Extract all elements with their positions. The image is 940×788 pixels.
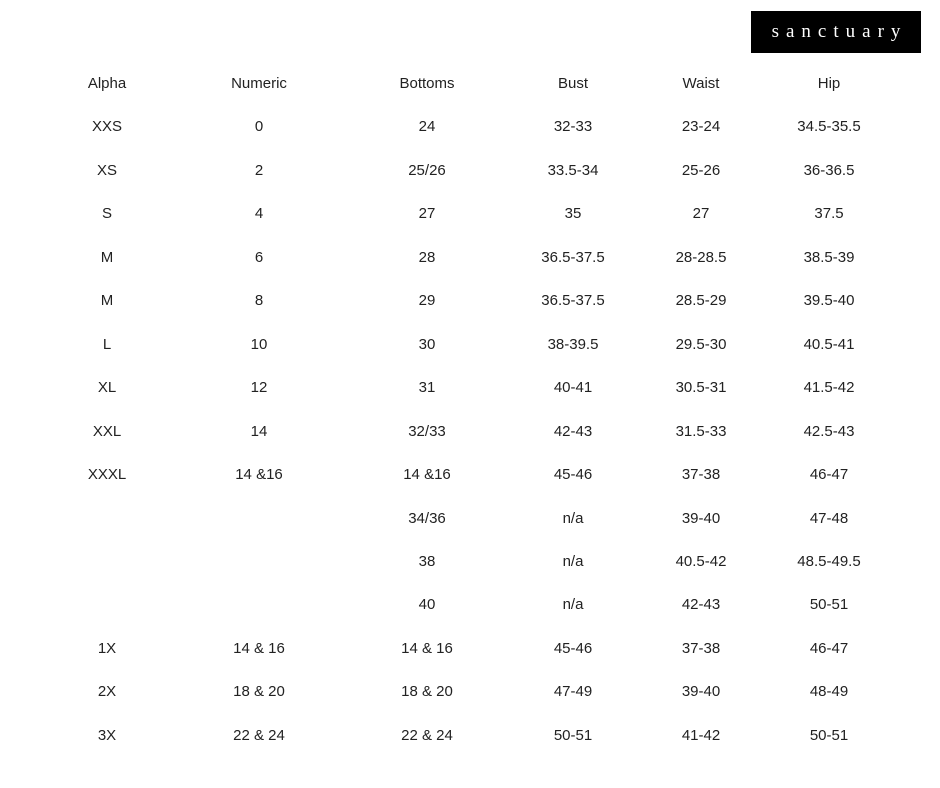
table-cell: 47-49	[553, 683, 593, 701]
table-cell: 41.5-42	[803, 379, 855, 397]
table-cell: 39-40	[681, 683, 721, 701]
table-cell: 35	[564, 205, 582, 223]
table-cell: 24	[418, 118, 436, 136]
table-cell: 27	[418, 205, 436, 223]
table-cell: 25/26	[408, 161, 446, 179]
table-cell: 28	[418, 248, 436, 266]
table-cell: 25-26	[681, 161, 721, 179]
table-cell: 6	[254, 248, 264, 266]
table-cell: 50-51	[809, 726, 849, 744]
table-cell: 48-49	[809, 683, 849, 701]
table-cell: 40-41	[553, 379, 593, 397]
table-cell: 0	[254, 118, 264, 136]
table-cell: 40	[418, 596, 436, 614]
table-cell: n/a	[562, 596, 584, 614]
table-cell: M	[100, 248, 114, 266]
table-cell: 39-40	[681, 509, 721, 527]
table-cell: S	[101, 205, 112, 223]
table-cell: XS	[96, 161, 117, 179]
table-cell: 23-24	[681, 118, 721, 136]
table-cell: 29.5-30	[675, 335, 727, 353]
table-cell: 36-36.5	[803, 161, 855, 179]
table-cell: 28.5-29	[675, 292, 727, 310]
table-cell: 2X	[97, 683, 117, 701]
table-cell: 3X	[97, 726, 117, 744]
table-cell: XXS	[91, 118, 122, 136]
table-cell: 42-43	[553, 422, 593, 440]
table-cell: n/a	[562, 509, 584, 527]
table-cell: 38-39.5	[547, 335, 599, 353]
table-cell: 12	[250, 379, 268, 397]
table-cell: 41-42	[681, 726, 721, 744]
table-cell: 10	[250, 335, 268, 353]
table-cell: 14 & 16	[233, 639, 285, 657]
table-cell: XL	[97, 379, 117, 397]
table-cell: 37.5	[814, 205, 844, 223]
table-cell: 22 & 24	[401, 726, 453, 744]
table-cell: 45-46	[553, 466, 593, 484]
table-cell: XXL	[92, 422, 122, 440]
table-cell: 47-48	[809, 509, 849, 527]
table-cell: 14 &16	[235, 466, 283, 484]
table-cell: 28-28.5	[675, 248, 727, 266]
column-header: Numeric	[231, 75, 287, 92]
table-cell: 14 &16	[403, 466, 451, 484]
table-cell: 34.5-35.5	[797, 118, 861, 136]
table-cell: 42.5-43	[803, 422, 855, 440]
table-cell: 39.5-40	[803, 292, 855, 310]
table-cell: M	[100, 292, 114, 310]
table-cell: 40.5-41	[803, 335, 855, 353]
column-header: Bust	[557, 75, 588, 92]
table-cell: 1X	[97, 639, 117, 657]
table-cell: 38	[418, 552, 436, 570]
table-cell: 14 & 16	[401, 639, 453, 657]
table-cell: 50-51	[553, 726, 593, 744]
table-cell: 32-33	[553, 118, 593, 136]
table-cell: 31	[418, 379, 436, 397]
table-cell: 34/36	[408, 509, 446, 527]
column-header: Hip	[817, 75, 841, 92]
table-cell: 36.5-37.5	[541, 292, 605, 310]
table-cell: 4	[254, 205, 264, 223]
table-cell: 31.5-33	[675, 422, 727, 440]
table-cell: 46-47	[809, 466, 849, 484]
table-cell: 2	[254, 161, 264, 179]
table-cell: n/a	[562, 552, 584, 570]
table-cell: 29	[418, 292, 436, 310]
table-cell: 30	[418, 335, 436, 353]
table-cell: L	[102, 335, 112, 353]
table-cell: 18 & 20	[401, 683, 453, 701]
table-cell: 22 & 24	[233, 726, 285, 744]
table-cell: 27	[692, 205, 710, 223]
table-cell: 14	[250, 422, 268, 440]
table-cell: 50-51	[809, 596, 849, 614]
table-cell: 37-38	[681, 466, 721, 484]
column-header: Bottoms	[399, 75, 455, 92]
table-cell: 33.5-34	[547, 161, 599, 179]
table-cell: 40.5-42	[675, 552, 727, 570]
table-cell: 37-38	[681, 639, 721, 657]
table-cell: 38.5-39	[803, 248, 855, 266]
table-cell: 45-46	[553, 639, 593, 657]
table-cell: 30.5-31	[675, 379, 727, 397]
table-cell: 42-43	[681, 596, 721, 614]
column-header: Alpha	[87, 75, 127, 92]
table-cell: 46-47	[809, 639, 849, 657]
table-cell: 48.5-49.5	[797, 552, 861, 570]
column-header: Waist	[682, 75, 720, 92]
table-cell: 32/33	[408, 422, 446, 440]
table-cell: 18 & 20	[233, 683, 285, 701]
table-cell: 8	[254, 292, 264, 310]
table-cell: XXXL	[87, 466, 127, 484]
table-cell: 36.5-37.5	[541, 248, 605, 266]
brand-logo: sanctuary	[751, 11, 921, 53]
